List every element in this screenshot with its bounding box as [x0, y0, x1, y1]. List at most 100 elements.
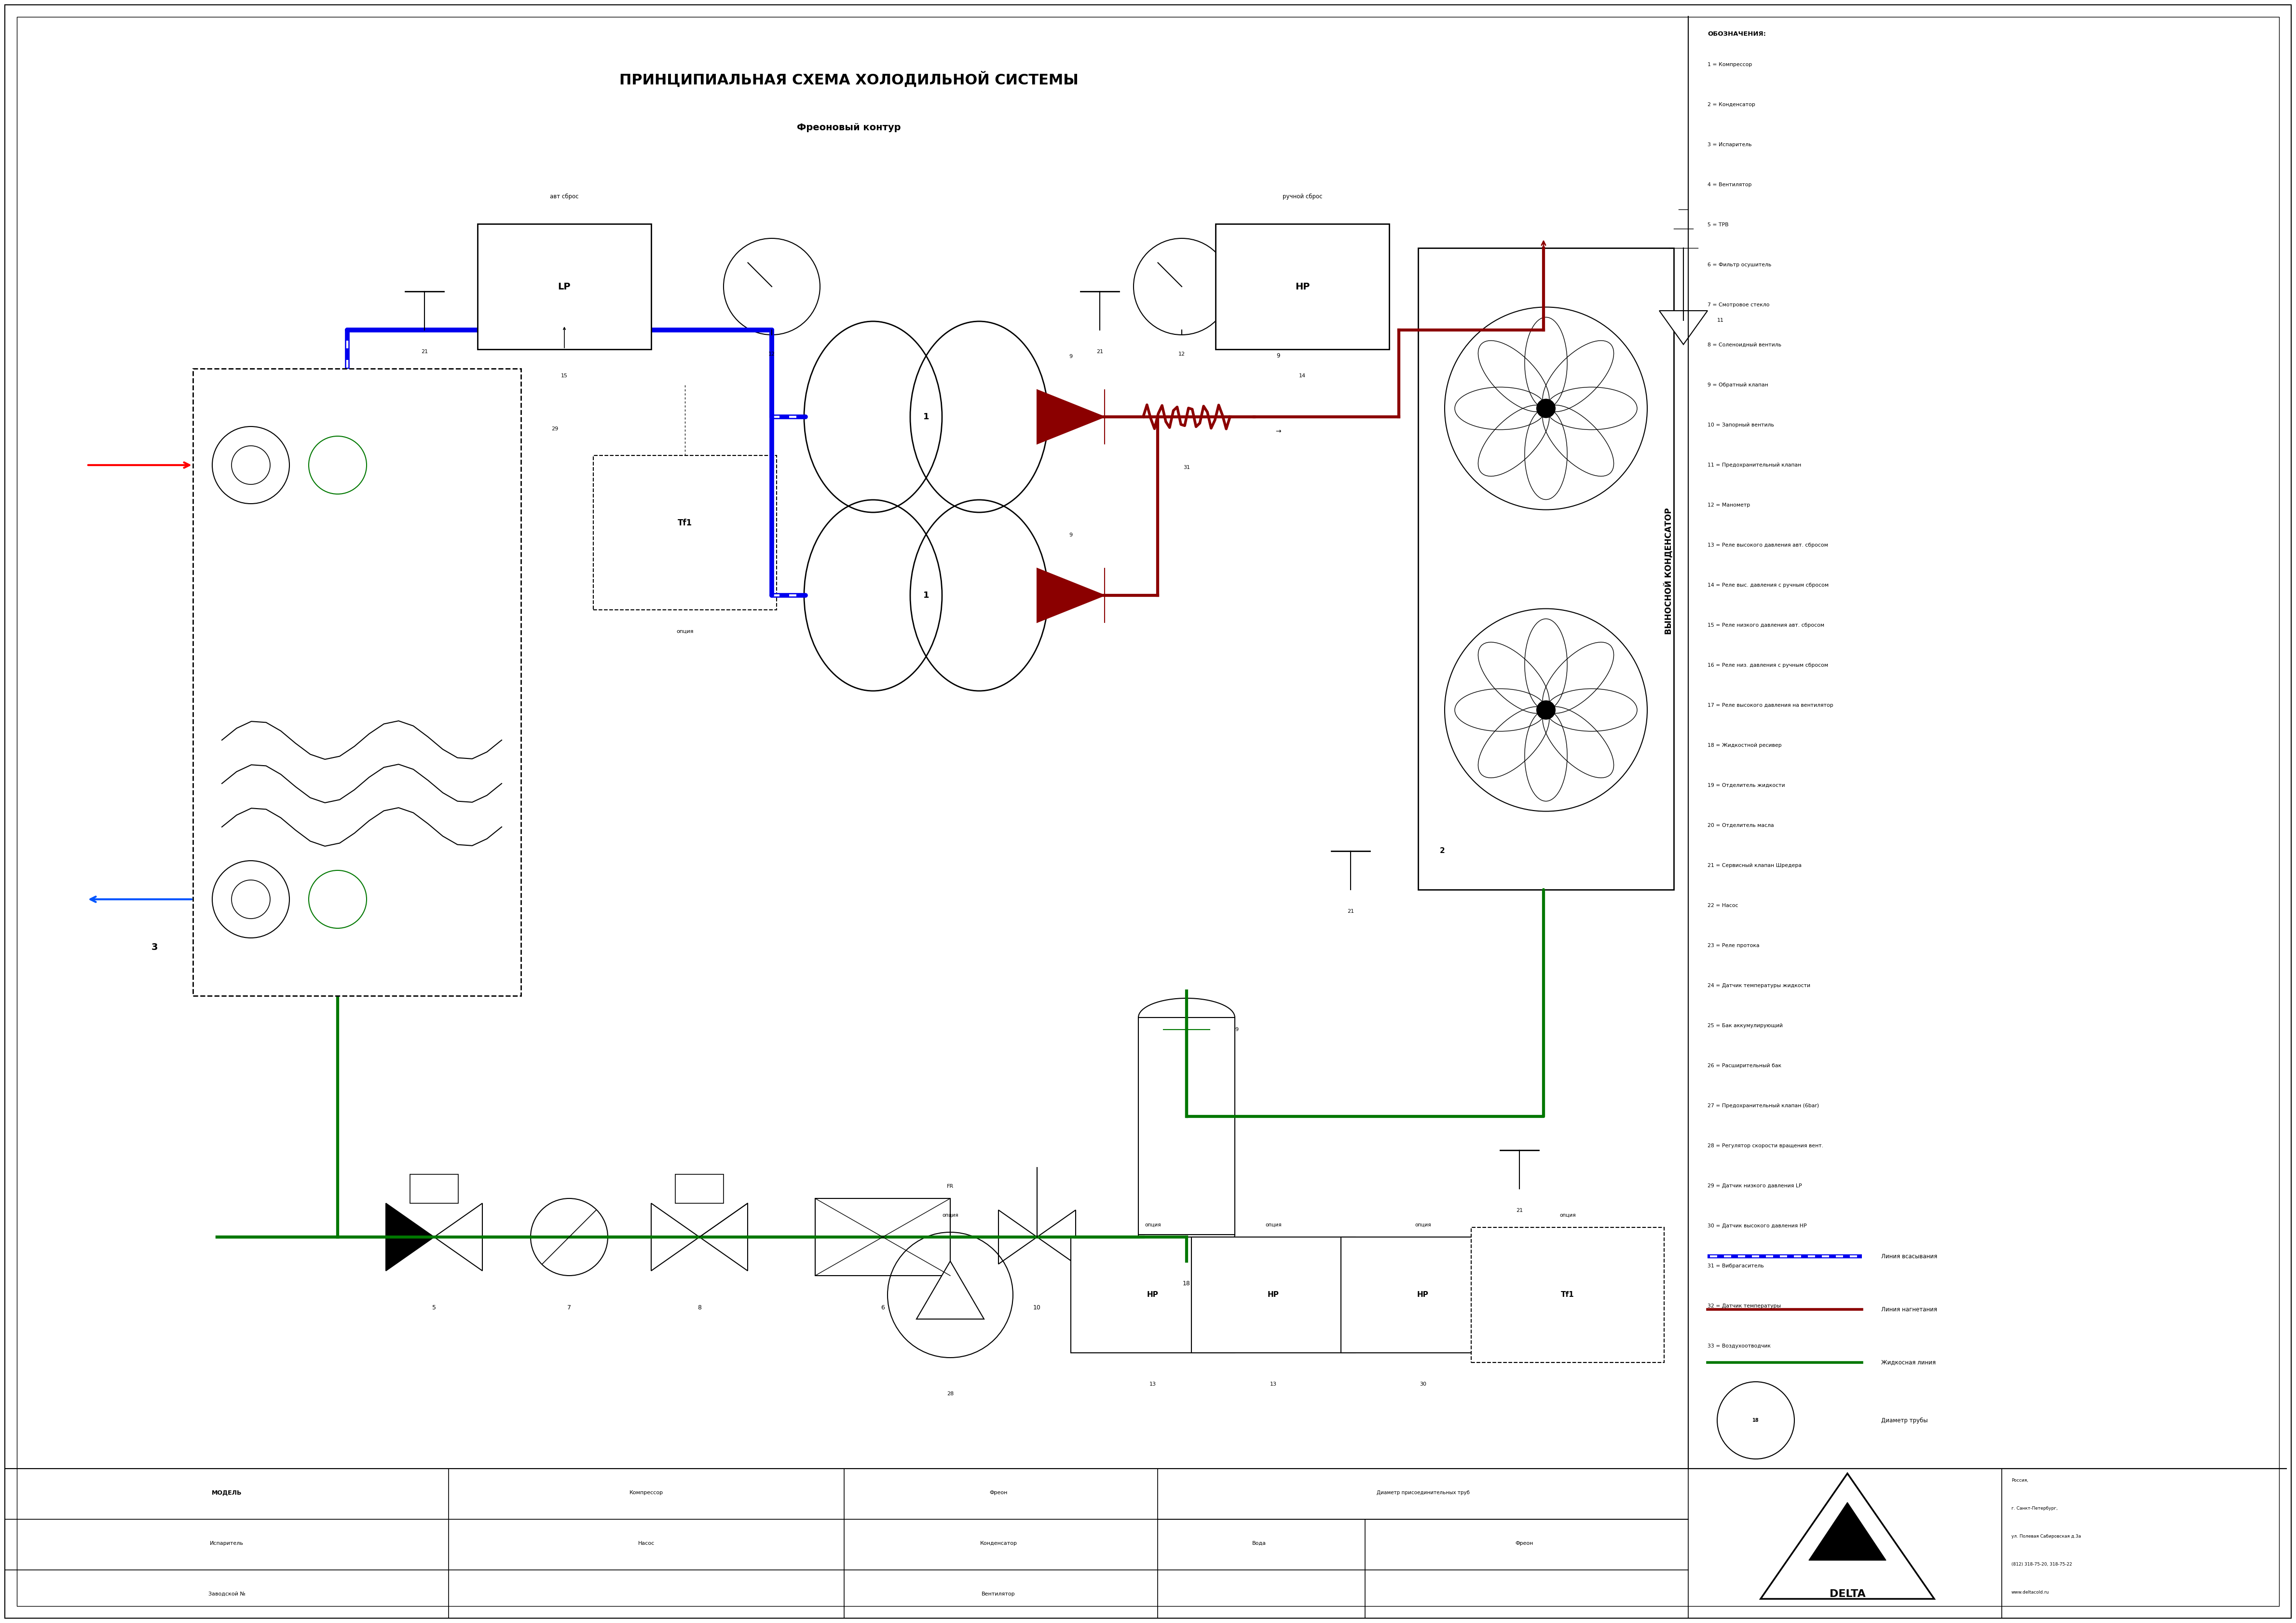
Text: 13: 13	[1150, 1381, 1157, 1386]
Text: ул. Полевая Сабировская д.3а: ул. Полевая Сабировская д.3а	[2011, 1534, 2080, 1539]
Text: 21: 21	[1515, 1208, 1522, 1212]
Text: 24 = Датчик температуры жидкости: 24 = Датчик температуры жидкости	[1708, 984, 1809, 988]
Text: Вентилятор: Вентилятор	[983, 1592, 1015, 1597]
Text: 11 = Предохранительный клапан: 11 = Предохранительный клапан	[1708, 463, 1802, 467]
Polygon shape	[1660, 310, 1708, 344]
Text: Испаритель: Испаритель	[209, 1540, 243, 1545]
Text: Компрессор: Компрессор	[629, 1490, 664, 1495]
Text: ручной сброс: ручной сброс	[1283, 193, 1322, 200]
Text: HP: HP	[1295, 282, 1309, 291]
Text: FR: FR	[946, 1183, 953, 1188]
Circle shape	[1536, 701, 1557, 719]
Text: МОДЕЛЬ: МОДЕЛЬ	[211, 1490, 241, 1496]
Text: 7 = Смотровое стекло: 7 = Смотровое стекло	[1708, 302, 1770, 307]
Text: Россия,: Россия,	[2011, 1479, 2027, 1482]
Polygon shape	[1809, 1503, 1885, 1560]
Text: авт сброс: авт сброс	[551, 193, 579, 200]
Text: 22 = Насос: 22 = Насос	[1708, 902, 1738, 907]
Text: Конденсатор: Конденсатор	[980, 1540, 1017, 1545]
Text: 9: 9	[1070, 354, 1072, 359]
Text: 12: 12	[1178, 352, 1185, 357]
Circle shape	[1536, 399, 1557, 419]
Text: 30: 30	[1419, 1381, 1426, 1386]
Text: 17 = Реле высокого давления на вентилятор: 17 = Реле высокого давления на вентилято…	[1708, 703, 1832, 708]
Text: 2: 2	[1440, 847, 1444, 855]
Polygon shape	[999, 1211, 1038, 1264]
Polygon shape	[1038, 1211, 1075, 1264]
Text: DELTA: DELTA	[1830, 1589, 1864, 1599]
Text: HP: HP	[1417, 1292, 1428, 1298]
Text: 28 = Регулятор скорости вращения вент.: 28 = Регулятор скорости вращения вент.	[1708, 1144, 1823, 1147]
Text: 14: 14	[1300, 373, 1306, 378]
Text: 21: 21	[420, 349, 427, 354]
Bar	[815, 1198, 951, 1276]
Text: 10: 10	[1033, 1305, 1040, 1311]
Text: 12: 12	[769, 352, 776, 357]
Text: 19 = Отделитель жидкости: 19 = Отделитель жидкости	[1708, 782, 1784, 787]
Text: 9 = Обратный клапан: 9 = Обратный клапан	[1708, 383, 1768, 388]
Text: опция: опция	[941, 1212, 957, 1217]
Text: 10 = Запорный вентиль: 10 = Запорный вентиль	[1708, 422, 1775, 427]
Text: опция: опция	[677, 630, 693, 635]
Text: опция: опция	[1146, 1222, 1162, 1227]
Text: Tf1: Tf1	[1561, 1292, 1575, 1298]
Text: 1 = Компрессор: 1 = Компрессор	[1708, 62, 1752, 67]
Text: 18 = Жидкостной ресивер: 18 = Жидкостной ресивер	[1708, 743, 1782, 748]
Text: г. Санкт-Петербург,: г. Санкт-Петербург,	[2011, 1506, 2057, 1511]
Text: Фреон: Фреон	[1515, 1540, 1534, 1545]
Text: Диаметр трубы: Диаметр трубы	[1880, 1417, 1929, 1423]
Bar	[1472, 1227, 1665, 1362]
Text: 23 = Реле протока: 23 = Реле протока	[1708, 943, 1759, 948]
Bar	[1192, 1237, 1355, 1354]
Text: Tf1: Tf1	[677, 519, 691, 527]
Text: 6: 6	[882, 1305, 884, 1311]
Text: 1: 1	[923, 591, 930, 601]
Bar	[1419, 248, 1674, 889]
Text: Линия нагнетания: Линия нагнетания	[1880, 1307, 1938, 1313]
Text: 8 = Соленоидный вентиль: 8 = Соленоидный вентиль	[1708, 342, 1782, 347]
Text: 33 = Воздухоотводчик: 33 = Воздухоотводчик	[1708, 1344, 1770, 1349]
Text: ПРИНЦИПИАЛЬНАЯ СХЕМА ХОЛОДИЛЬНОЙ СИСТЕМЫ: ПРИНЦИПИАЛЬНАЯ СХЕМА ХОЛОДИЛЬНОЙ СИСТЕМЫ	[620, 71, 1079, 88]
Text: Насос: Насос	[638, 1540, 654, 1545]
Text: 28: 28	[946, 1391, 953, 1396]
Bar	[411, 1175, 459, 1203]
Text: Жидкосная линия: Жидкосная линия	[1880, 1360, 1936, 1365]
Polygon shape	[386, 1203, 434, 1271]
Text: опция: опция	[1559, 1212, 1575, 1217]
Text: Линия всасывания: Линия всасывания	[1880, 1253, 1938, 1259]
Text: 21: 21	[1348, 909, 1355, 914]
Text: www.deltacold.ru: www.deltacold.ru	[2011, 1591, 2050, 1594]
Text: (812) 318-75-20, 318-75-22: (812) 318-75-20, 318-75-22	[2011, 1563, 2071, 1566]
Text: опция: опция	[1265, 1222, 1281, 1227]
Text: 5: 5	[432, 1305, 436, 1311]
Polygon shape	[916, 1261, 985, 1319]
Text: Заводской №: Заводской №	[209, 1592, 246, 1597]
Text: LP: LP	[558, 282, 572, 291]
Text: 21 = Сервисный клапан Шредера: 21 = Сервисный клапан Шредера	[1708, 863, 1802, 868]
Polygon shape	[1038, 390, 1104, 443]
Text: 9: 9	[1235, 1027, 1238, 1032]
Polygon shape	[1164, 1029, 1210, 1087]
Text: 3 = Испаритель: 3 = Испаритель	[1708, 143, 1752, 148]
Text: 8: 8	[698, 1305, 700, 1311]
Text: 15: 15	[560, 373, 567, 378]
Text: 15 = Реле низкого давления авт. сбросом: 15 = Реле низкого давления авт. сбросом	[1708, 623, 1825, 628]
Text: Вода: Вода	[1251, 1540, 1265, 1545]
Text: 7: 7	[567, 1305, 572, 1311]
Text: →: →	[1277, 428, 1281, 435]
Text: 18: 18	[1752, 1419, 1759, 1423]
Text: 20 = Отделитель масла: 20 = Отделитель масла	[1708, 823, 1775, 828]
Bar	[193, 368, 521, 997]
Text: Фреоновый контур: Фреоновый контур	[797, 123, 900, 131]
Text: 30 = Датчик высокого давления HP: 30 = Датчик высокого давления HP	[1708, 1224, 1807, 1229]
Text: 3: 3	[152, 943, 158, 953]
Text: 4 = Вентилятор: 4 = Вентилятор	[1708, 182, 1752, 187]
Text: 12 = Манометр: 12 = Манометр	[1708, 503, 1750, 508]
Text: Диаметр присоединительных труб: Диаметр присоединительных труб	[1375, 1490, 1469, 1495]
Text: HP: HP	[1148, 1292, 1159, 1298]
Text: 6 = Фильтр осушитель: 6 = Фильтр осушитель	[1708, 263, 1770, 268]
Polygon shape	[700, 1203, 748, 1271]
Text: опция: опция	[1414, 1222, 1430, 1227]
Text: 13 = Реле высокого давления авт. сбросом: 13 = Реле высокого давления авт. сбросом	[1708, 542, 1828, 547]
Text: ОБОЗНАЧЕНИЯ:: ОБОЗНАЧЕНИЯ:	[1708, 31, 1766, 37]
